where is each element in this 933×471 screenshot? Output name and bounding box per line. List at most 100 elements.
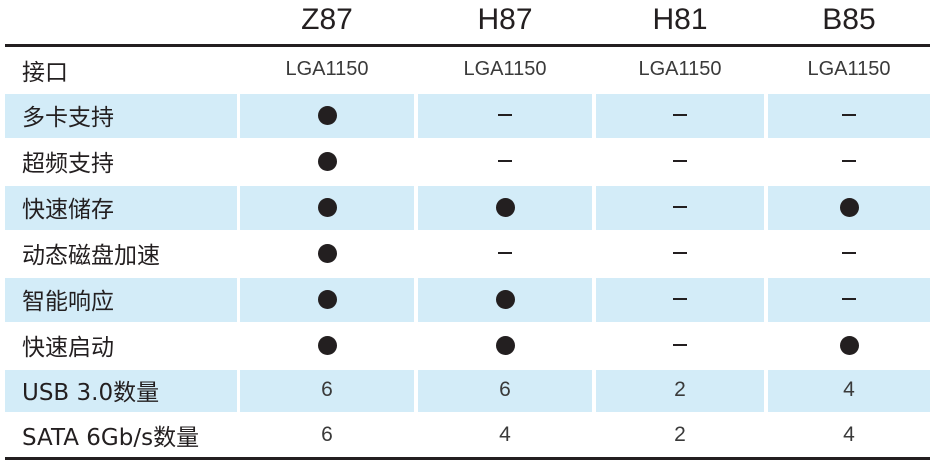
row-band [596, 186, 764, 230]
row-band [768, 370, 930, 412]
row-band [418, 94, 592, 138]
column-header-h81: H81 [652, 3, 708, 36]
supported-dot-icon [317, 105, 337, 125]
cell-h81 [596, 322, 764, 368]
supported-dot-icon [317, 335, 337, 355]
supported-dot-icon [317, 289, 337, 309]
cell-h81 [596, 184, 764, 230]
cell-value: 4 [843, 422, 855, 446]
unsupported-dash-icon [842, 252, 856, 254]
column-header-h87: H87 [477, 3, 533, 36]
unsupported-dash-icon [673, 344, 687, 346]
supported-dot-icon [495, 289, 515, 309]
cell-value: LGA1150 [285, 58, 369, 80]
cell-value: 2 [674, 378, 686, 401]
unsupported-dash-icon [498, 252, 512, 254]
cell-h81 [596, 92, 764, 138]
cell-z87 [240, 276, 414, 322]
cell-value: 6 [321, 422, 333, 446]
unsupported-dash-icon [842, 298, 856, 300]
row-label: 智能响应 [22, 289, 114, 315]
top-rule [5, 44, 930, 47]
table-row: 多卡支持 [0, 92, 933, 138]
cell-z87 [240, 138, 414, 184]
cell-h87 [418, 230, 592, 276]
cell-b85 [768, 230, 930, 276]
cell-z87 [240, 230, 414, 276]
cell-b85 [768, 138, 930, 184]
cell-h87: 6 [418, 368, 592, 412]
table-row: USB 3.0数量 6 6 2 4 [0, 368, 933, 412]
cell-h81: LGA1150 [596, 47, 764, 92]
cell-value: 4 [499, 422, 511, 446]
cell-b85 [768, 276, 930, 322]
unsupported-dash-icon [842, 114, 856, 116]
table-row: 超频支持 [0, 138, 933, 184]
cell-h81 [596, 230, 764, 276]
unsupported-dash-icon [673, 206, 687, 208]
table-header: Z87 H87 H81 B85 [0, 0, 933, 44]
cell-h87 [418, 276, 592, 322]
cell-value: LGA1150 [807, 58, 891, 80]
supported-dot-icon [839, 335, 859, 355]
column-header-b85: B85 [822, 3, 876, 36]
supported-dot-icon [495, 335, 515, 355]
column-header-z87: Z87 [301, 3, 353, 36]
row-label: 动态磁盘加速 [22, 243, 160, 269]
row-label: 超频支持 [22, 151, 114, 177]
cell-value: 6 [499, 378, 511, 401]
cell-z87 [240, 92, 414, 138]
row-band [5, 278, 237, 322]
supported-dot-icon [317, 151, 337, 171]
row-band [768, 94, 930, 138]
row-band [240, 370, 414, 412]
cell-h87: 4 [418, 412, 592, 457]
cell-b85 [768, 184, 930, 230]
cell-h87 [418, 322, 592, 368]
table-row: 快速储存 [0, 184, 933, 230]
row-band [596, 94, 764, 138]
cell-z87 [240, 322, 414, 368]
cell-z87: 6 [240, 412, 414, 457]
cell-b85 [768, 92, 930, 138]
supported-dot-icon [495, 197, 515, 217]
unsupported-dash-icon [673, 298, 687, 300]
row-band [5, 186, 237, 230]
row-label: 接口 [22, 59, 68, 86]
cell-b85: LGA1150 [768, 47, 930, 92]
supported-dot-icon [317, 197, 337, 217]
supported-dot-icon [317, 243, 337, 263]
cell-h87 [418, 138, 592, 184]
table-row: 动态磁盘加速 [0, 230, 933, 276]
supported-dot-icon [839, 197, 859, 217]
row-label: 快速储存 [22, 197, 114, 223]
cell-value: 2 [674, 422, 686, 446]
cell-value: 6 [321, 378, 333, 401]
cell-value: 4 [843, 378, 855, 401]
unsupported-dash-icon [673, 160, 687, 162]
row-band [418, 370, 592, 412]
cell-b85: 4 [768, 412, 930, 457]
table-row: 快速启动 [0, 322, 933, 368]
row-label: 多卡支持 [22, 105, 114, 131]
unsupported-dash-icon [842, 160, 856, 162]
cell-value: LGA1150 [463, 58, 547, 80]
row-label: 快速启动 [22, 335, 114, 361]
unsupported-dash-icon [673, 114, 687, 116]
cell-z87 [240, 184, 414, 230]
cell-h81: 2 [596, 412, 764, 457]
cell-b85: 4 [768, 368, 930, 412]
table-row: 接口 LGA1150 LGA1150 LGA1150 LGA1150 [0, 47, 933, 92]
cell-h81: 2 [596, 368, 764, 412]
row-band [596, 370, 764, 412]
cell-z87: LGA1150 [240, 47, 414, 92]
cell-h87 [418, 184, 592, 230]
table-row: 智能响应 [0, 276, 933, 322]
row-band [5, 370, 237, 412]
table-row: SATA 6Gb/s数量 6 4 2 4 [0, 412, 933, 457]
row-label: SATA 6Gb/s数量 [22, 424, 200, 451]
cell-h87 [418, 92, 592, 138]
row-label: USB 3.0数量 [22, 380, 160, 406]
unsupported-dash-icon [498, 114, 512, 116]
cell-h87: LGA1150 [418, 47, 592, 92]
